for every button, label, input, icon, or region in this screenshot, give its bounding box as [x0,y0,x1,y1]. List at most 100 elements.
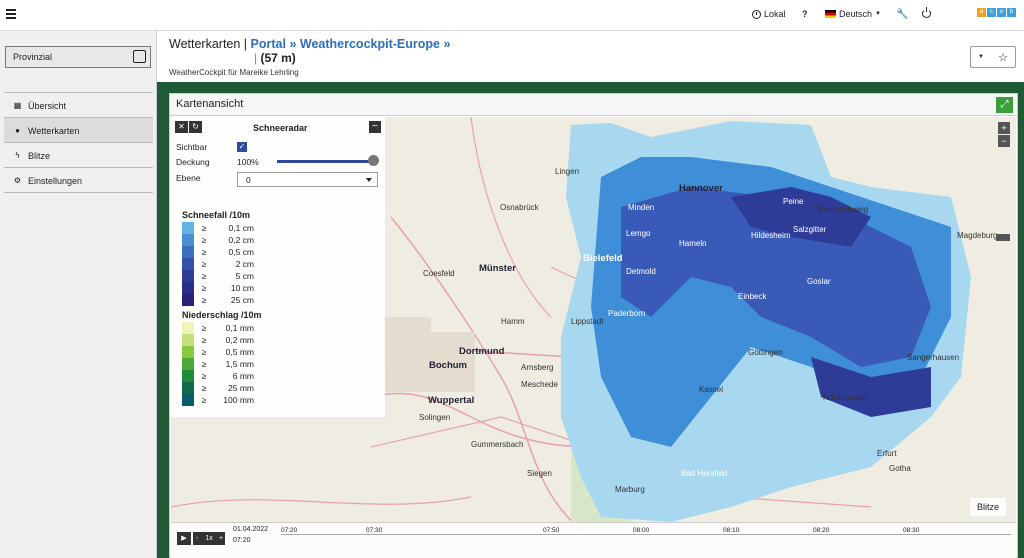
timeline-track[interactable] [281,534,1011,535]
favorites-button[interactable]: ▼ ☆ [970,46,1016,68]
grid-icon: ▦ [13,101,22,110]
legend-swatch [182,270,194,282]
legend-value: 0,1 mm [225,323,254,333]
breadcrumb-portal-link[interactable]: Portal [250,37,286,51]
city-label: Wuppertal [428,395,475,406]
legend-item: ≥2 cm [182,258,302,270]
power-button[interactable] [922,7,931,18]
layer-toggle-icon[interactable] [996,234,1010,241]
refresh-icon[interactable]: ↻ [189,121,202,133]
close-icon[interactable]: ✕ [175,121,188,133]
legend-symbol: ≥ [201,323,207,333]
layer-title: Schneeradar [253,123,308,133]
sidebar-item-overview[interactable]: ▦ Übersicht [4,92,153,117]
coverage-slider-handle[interactable] [368,155,379,166]
legend-symbol: ≥ [201,395,207,405]
legend-value: 25 mm [228,383,254,393]
menu-icon[interactable] [6,9,16,20]
fullscreen-icon[interactable]: ⤢ [996,97,1013,113]
local-button[interactable]: Lokal [752,9,786,19]
timeline-tick: 08:20 [813,527,830,534]
wrench-icon[interactable]: 🔧 [896,9,909,20]
legend-swatch [182,334,194,346]
timeline-tick: 08:30 [903,527,920,534]
sidebar-item-label: Blitze [28,151,51,161]
lightning-toggle[interactable]: Blitze [970,498,1006,516]
legend-value: 1,5 mm [225,359,254,369]
visible-label: Sichtbar [176,142,208,152]
layer-control-buttons: ✕ ↻ [175,121,202,133]
legend-item: ≥0,5 mm [182,346,302,358]
legend-symbol: ≥ [201,247,207,257]
zoom-in-button[interactable]: + [998,122,1010,134]
speed-increase-button[interactable]: + [217,532,225,545]
layer-select[interactable]: 0 [237,172,378,187]
layer-control-panel: ✕ ↻ Schneeradar − Sichtbar ✓ Deckung 100… [171,117,385,417]
legend-swatch [182,346,194,358]
city-label: Siegen [527,469,552,478]
legend-item: ≥0,1 mm [182,322,302,334]
legend-item: ≥1,5 mm [182,358,302,370]
timeline-time: 07:20 [233,537,251,544]
legend-item: ≥6 mm [182,370,302,382]
language-dropdown[interactable]: Deutsch ▼ [825,9,881,19]
legend-item: ≥25 mm [182,382,302,394]
city-label: Kassel [699,385,724,394]
legend-value: 0,2 cm [228,235,254,245]
legend-swatch [182,222,194,234]
sidebar: Provinzial ▦ Übersicht ● Wetterkarten ϟ Bli… [0,31,157,558]
account-select[interactable]: Provinzial [5,46,151,68]
panel-header: Kartenansicht ⤢ [170,94,1017,116]
legend-value: 0,2 mm [225,335,254,345]
sidebar-item-settings[interactable]: ⚙ Einstellungen [4,167,153,193]
page-title: Wetterkarten | [169,37,248,51]
legend-swatch [182,234,194,246]
city-label: Hamm [501,317,525,326]
legend-item: ≥5 cm [182,270,302,282]
city-label: Lingen [555,167,580,176]
urban-area [385,332,475,392]
city-label: Bielefeld [583,253,623,264]
legend-value: 25 cm [230,295,254,305]
radar-veryheavy-area [731,187,871,247]
help-button[interactable]: ? [802,9,808,19]
legend-symbol: ≥ [201,295,207,305]
legend-symbol: ≥ [201,259,207,269]
visible-checkbox[interactable]: ✓ [237,142,247,152]
speed-decrease-button[interactable]: - [193,532,201,545]
gears-icon: ⚙ [13,176,22,185]
legend-symbol: ≥ [201,347,207,357]
breadcrumb-weathercockpit-link[interactable]: Weathercockpit-Europe [299,37,440,51]
coverage-slider[interactable] [277,160,374,163]
legend-item: ≥100 mm [182,394,302,406]
map-view[interactable]: Hannover Bielefeld Münster Dortmund Boch… [171,117,1016,558]
city-label: Münster [479,263,516,274]
city-label: Hannover [679,183,723,194]
collapse-button[interactable]: − [369,121,381,133]
altitude-value: (57 m) [260,51,296,65]
city-label: Goslar [807,277,831,286]
caret-down-icon: ▼ [978,54,984,60]
sidebar-item-lightning[interactable]: ϟ Blitze [4,142,153,167]
city-label: Nordhausen [823,393,867,402]
city-label: Hameln [679,239,707,248]
city-label: Sangerhausen [907,353,960,362]
legend-value: 0,5 cm [228,247,254,257]
city-label: Peine [783,197,804,206]
city-label: Göttingen [748,348,783,357]
account-select-label: Provinzial [13,52,53,62]
timeline-tick: 08:00 [633,527,650,534]
city-label: Minden [628,203,655,212]
account-select-button[interactable] [133,50,146,63]
city-label: Solingen [419,413,451,422]
play-icon[interactable]: ▶ [177,532,191,545]
language-label: Deutsch [839,9,873,19]
legend-value: 0,5 mm [225,347,254,357]
legend-item: ≥0,1 cm [182,222,302,234]
road [390,216,592,538]
sidebar-item-weather-maps[interactable]: ● Wetterkarten [4,117,153,142]
caret-down-icon: ▼ [875,11,881,17]
legend-symbol: ≥ [201,371,207,381]
zoom-out-button[interactable]: − [998,135,1010,147]
